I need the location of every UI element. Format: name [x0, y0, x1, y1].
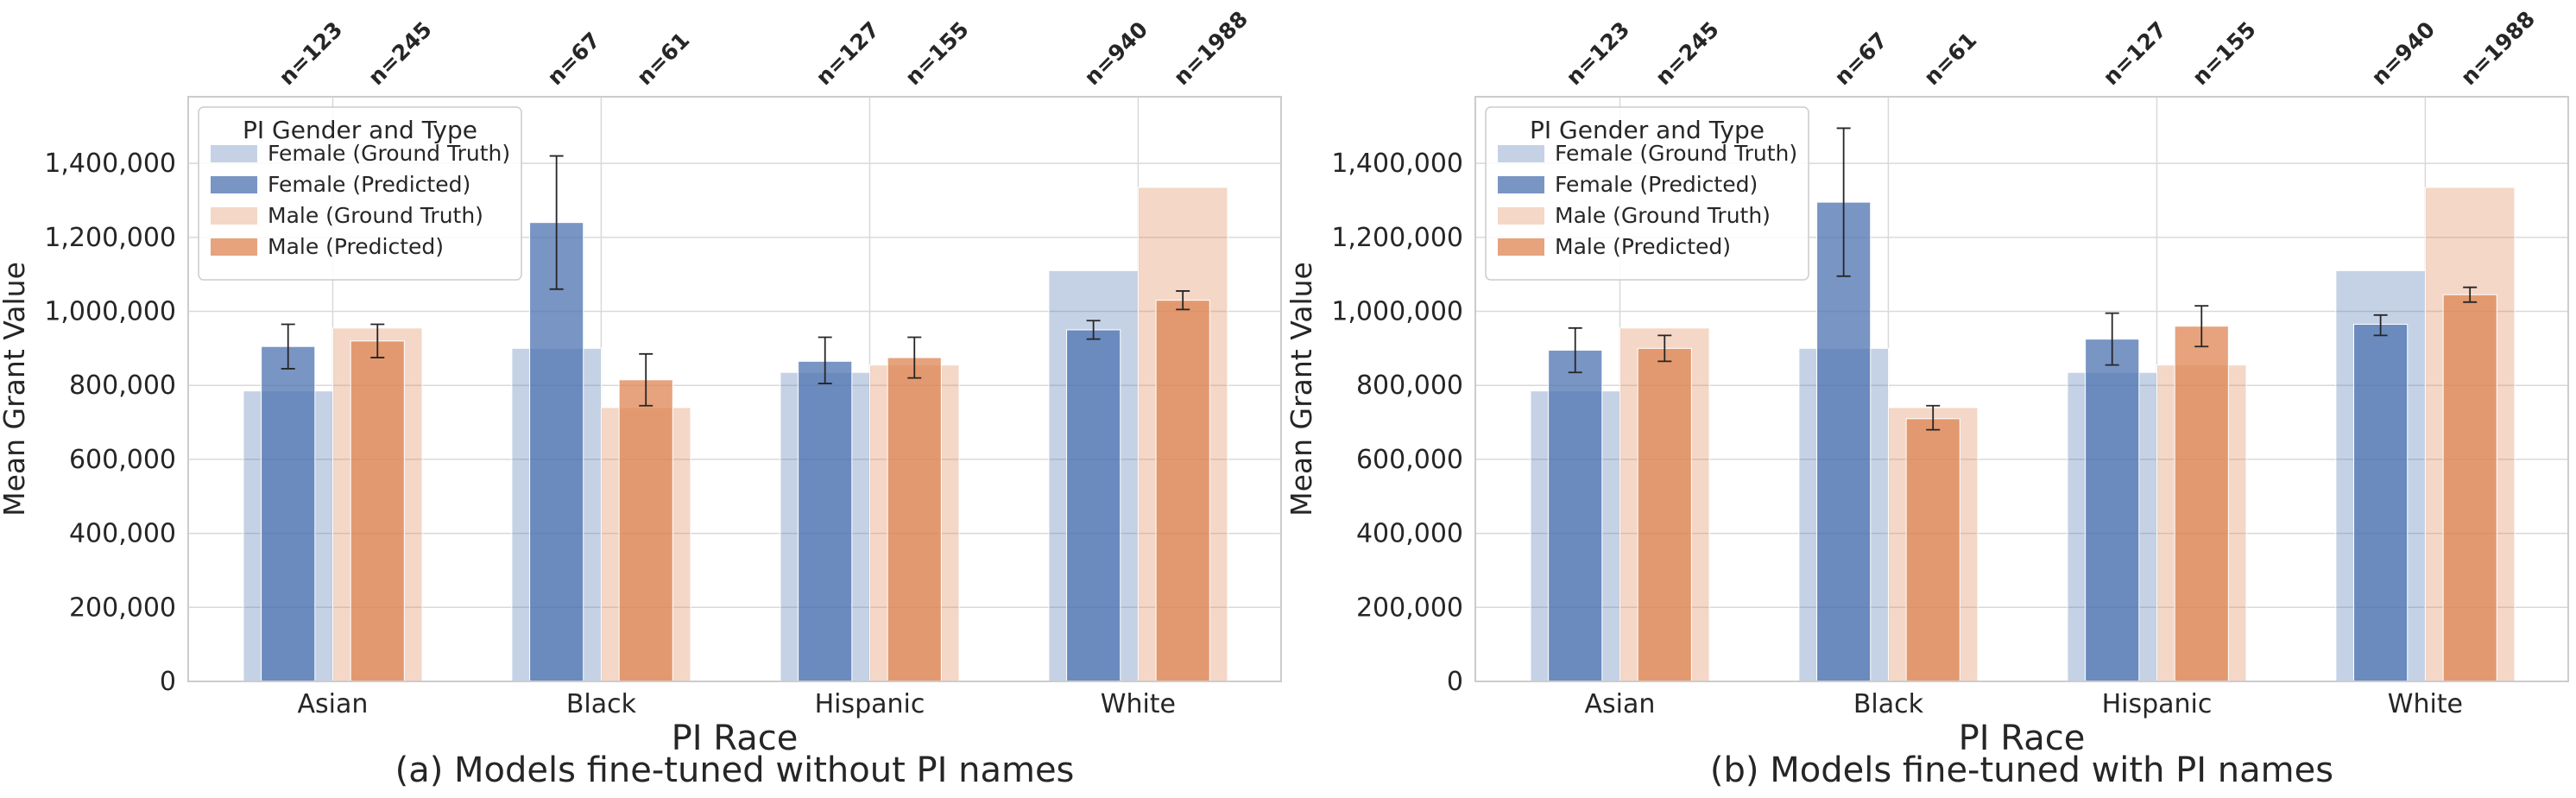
y-tick-label: 200,000 — [69, 592, 176, 623]
legend-box — [1485, 106, 1809, 281]
y-tick-label: 0 — [1447, 667, 1463, 697]
y-tick-label: 1,400,000 — [1331, 149, 1463, 179]
legend-swatch — [211, 207, 257, 225]
bar-female-predicted — [2085, 339, 2140, 682]
legend-title: PI Gender and Type — [1530, 116, 1765, 144]
legend-swatch — [1498, 145, 1544, 162]
bar-male-predicted — [2174, 326, 2229, 682]
legend-swatch — [211, 176, 257, 193]
y-tick-label: 200,000 — [1356, 592, 1463, 623]
x-tick-label: Asian — [298, 689, 369, 719]
sample-size-label: n=155 — [900, 16, 974, 90]
bar-female-predicted — [529, 222, 584, 682]
legend-entry: Male (Predicted) — [268, 234, 444, 259]
sample-size-label: n=1988 — [1169, 6, 1253, 90]
sample-size-label: n=123 — [1561, 16, 1634, 90]
bar-female-predicted — [1066, 329, 1121, 682]
legend-swatch — [1498, 207, 1544, 225]
sample-size-label: n=123 — [274, 16, 347, 90]
bar-female-predicted — [261, 345, 316, 682]
sample-size-label: n=61 — [1919, 28, 1982, 91]
legend-entry: Female (Predicted) — [1555, 172, 1758, 197]
x-tick-label: Black — [1853, 689, 1924, 719]
sample-size-label: n=1988 — [2456, 6, 2540, 90]
sample-size-label: n=67 — [1829, 28, 1892, 91]
y-tick-label: 1,000,000 — [44, 297, 176, 327]
bar-male-predicted — [2442, 294, 2497, 682]
sample-size-label: n=940 — [2366, 16, 2440, 90]
y-tick-label: 800,000 — [1356, 370, 1463, 401]
panel-caption: (b) Models fine-tuned with PI names — [1710, 750, 2333, 790]
x-tick-label: Hispanic — [2102, 689, 2213, 719]
plot-frame — [187, 96, 1282, 682]
bar-male-predicted — [1637, 347, 1692, 682]
legend-entry: Male (Ground Truth) — [1555, 203, 1771, 228]
y-tick-label: 1,200,000 — [44, 223, 176, 253]
bar-male-predicted — [1155, 300, 1210, 682]
panel-caption: (a) Models fine-tuned without PI names — [395, 750, 1075, 790]
legend-swatch — [211, 238, 257, 256]
sample-size-label: n=127 — [811, 16, 884, 90]
y-tick-label: 400,000 — [69, 519, 176, 549]
legend-title: PI Gender and Type — [243, 116, 477, 144]
bar-male-predicted — [887, 357, 942, 682]
bar-female-predicted — [1816, 201, 1872, 682]
y-tick-label: 1,000,000 — [1331, 297, 1463, 327]
legend-entry: Male (Predicted) — [1555, 234, 1731, 259]
x-tick-label: Black — [566, 689, 637, 719]
y-tick-label: 0 — [160, 667, 176, 697]
x-tick-label: Asian — [1585, 689, 1656, 719]
sample-size-label: n=67 — [542, 28, 605, 91]
x-tick-label: White — [2388, 689, 2463, 719]
bar-male-predicted — [1905, 418, 1960, 682]
legend-swatch — [1498, 176, 1544, 193]
sample-size-label: n=61 — [632, 28, 695, 91]
sample-size-label: n=245 — [363, 16, 437, 90]
bar-male-predicted — [618, 379, 673, 682]
legend-box — [198, 106, 522, 281]
bar-female-predicted — [798, 360, 853, 682]
legend-entry: Male (Ground Truth) — [268, 203, 483, 228]
y-tick-label: 600,000 — [69, 445, 176, 475]
sample-size-label: n=127 — [2098, 16, 2171, 90]
y-tick-label: 800,000 — [69, 370, 176, 401]
x-axis-label: PI Race — [672, 719, 799, 758]
y-tick-label: 1,200,000 — [1331, 223, 1463, 253]
legend-entry: Female (Predicted) — [268, 172, 470, 197]
legend-entry: Female (Ground Truth) — [268, 141, 510, 166]
x-axis-label: PI Race — [1959, 719, 2086, 758]
plot-frame — [1474, 96, 2569, 682]
legend-entry: Female (Ground Truth) — [1555, 141, 1797, 166]
chart-panel-a: Asian n=123 n=245 Black n=67 n=61 Hispanic n=12… — [0, 6, 1282, 790]
legend-swatch — [1498, 238, 1544, 256]
y-tick-label: 1,400,000 — [44, 149, 176, 179]
x-tick-label: Hispanic — [815, 689, 925, 719]
bar-female-predicted — [1548, 350, 1603, 682]
y-axis-label: Mean Grant Value — [0, 262, 31, 516]
legend-swatch — [211, 145, 257, 162]
sample-size-label: n=940 — [1079, 16, 1152, 90]
sample-size-label: n=155 — [2188, 16, 2261, 90]
y-axis-label: Mean Grant Value — [1285, 262, 1318, 516]
bar-male-predicted — [350, 340, 405, 682]
y-tick-label: 600,000 — [1356, 445, 1463, 475]
chart-panel-b: Asian n=123 n=245 Black n=67 n=61 Hispanic n=12… — [1285, 6, 2569, 790]
bar-female-predicted — [2353, 324, 2409, 682]
y-tick-label: 400,000 — [1356, 519, 1463, 549]
sample-size-label: n=245 — [1651, 16, 1724, 90]
x-tick-label: White — [1101, 689, 1176, 719]
